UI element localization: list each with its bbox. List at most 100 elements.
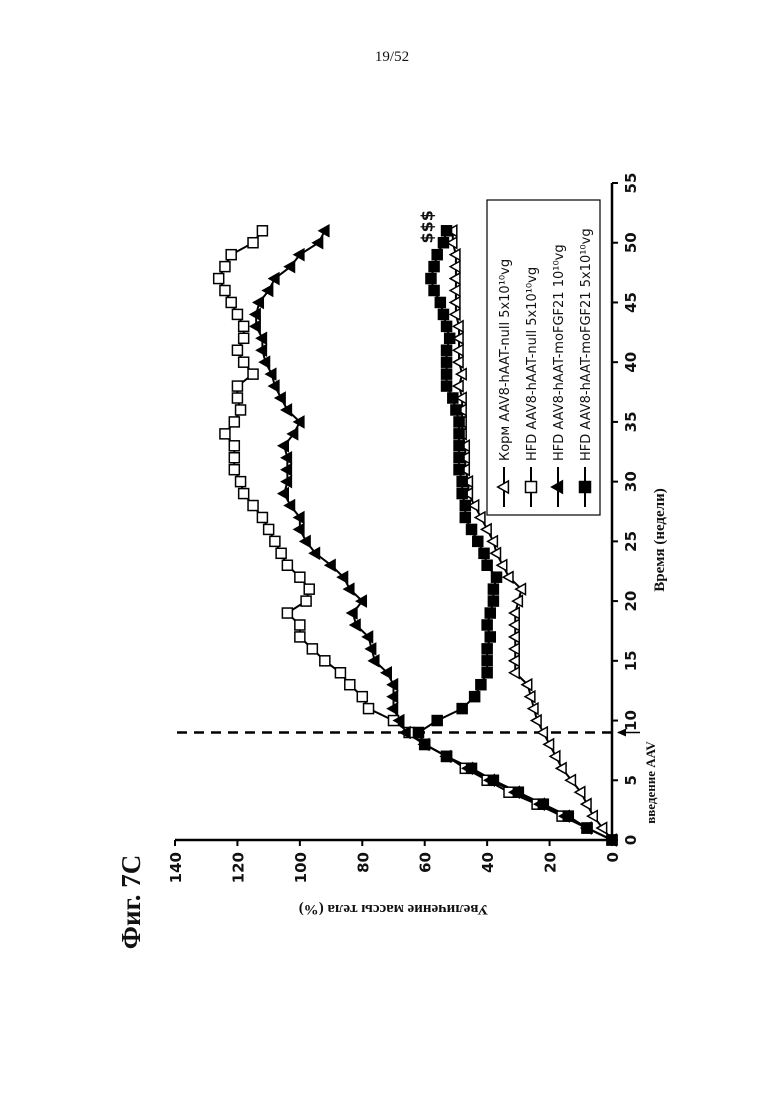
data-point: [467, 763, 477, 773]
data-point: [295, 620, 305, 630]
data-point: [282, 608, 292, 618]
data-point: [269, 273, 279, 284]
document-page: 19/52 Фиг. 7C 02040608010012014005101520…: [0, 0, 780, 1103]
data-point: [236, 405, 246, 415]
data-point: [420, 739, 430, 749]
data-point: [588, 811, 598, 822]
x-tick-label: 40: [622, 352, 640, 373]
data-point: [232, 393, 242, 403]
data-point: [556, 763, 566, 774]
data-point: [335, 668, 345, 678]
data-point: [285, 500, 295, 511]
data-point: [300, 536, 310, 547]
data-point: [482, 620, 492, 630]
data-point: [239, 333, 249, 343]
y-tick-label: 120: [229, 852, 247, 883]
data-point: [319, 225, 329, 236]
data-point: [479, 548, 489, 558]
data-point: [454, 453, 464, 463]
data-point: [413, 727, 423, 737]
data-point: [451, 405, 461, 415]
data-point: [239, 489, 249, 499]
data-point: [295, 632, 305, 642]
data-point: [457, 704, 467, 714]
data-point: [488, 584, 498, 594]
data-point: [442, 369, 452, 379]
data-point: [275, 393, 285, 404]
data-point: [279, 440, 289, 451]
data-point: [226, 297, 236, 307]
y-axis-title: Увеличение массы тела (%): [299, 901, 488, 917]
y-tick-label: 20: [542, 852, 560, 873]
data-point: [442, 357, 452, 367]
data-point: [214, 274, 224, 284]
page-number: 19/52: [375, 49, 409, 65]
x-tick-label: 30: [622, 471, 640, 492]
data-point: [454, 465, 464, 475]
y-tick-label: 60: [417, 852, 435, 873]
data-point: [581, 799, 591, 810]
data-point: [544, 739, 554, 750]
data-point: [229, 441, 239, 451]
legend-label: HFD AAV8-hAAT-null 5x10¹⁰vg: [525, 267, 540, 461]
data-point: [457, 489, 467, 499]
data-point: [364, 704, 374, 714]
data-point: [236, 477, 246, 487]
data-point: [460, 512, 470, 522]
data-point: [438, 238, 448, 248]
data-point: [454, 417, 464, 427]
data-point: [470, 692, 480, 702]
data-point: [257, 512, 267, 522]
data-point: [485, 632, 495, 642]
data-point: [488, 536, 498, 547]
x-tick-label: 15: [622, 650, 640, 671]
data-point: [476, 680, 486, 690]
data-point: [282, 404, 292, 415]
data-point: [538, 727, 548, 738]
injection-label: введение AAV: [643, 741, 658, 824]
data-point: [307, 644, 317, 654]
data-point: [582, 823, 592, 833]
data-point: [442, 751, 452, 761]
data-point: [282, 560, 292, 570]
y-tick-label: 80: [354, 852, 372, 873]
x-tick-label: 5: [622, 775, 640, 785]
data-point: [442, 345, 452, 355]
x-tick-label: 10: [622, 710, 640, 731]
data-point: [220, 262, 230, 272]
x-axis-title: Время (недели): [652, 488, 668, 591]
data-point: [264, 524, 274, 534]
data-point: [257, 226, 267, 236]
legend-marker: [580, 482, 591, 493]
legend-label: Корм AAV8-hAAT-null 5x10¹⁰vg: [498, 259, 513, 461]
data-point: [295, 572, 305, 582]
x-tick-label: 50: [622, 232, 640, 253]
data-point: [248, 369, 258, 379]
data-point: [347, 608, 357, 619]
data-point: [442, 321, 452, 331]
data-point: [457, 477, 467, 487]
data-point: [473, 536, 483, 546]
significance-label: $$$: [418, 210, 437, 243]
data-point: [279, 488, 289, 499]
data-point: [485, 608, 495, 618]
data-point: [482, 644, 492, 654]
data-point: [442, 226, 452, 236]
x-tick-label: 25: [622, 531, 640, 552]
data-point: [538, 799, 548, 809]
data-point: [220, 429, 230, 439]
data-point: [429, 286, 439, 296]
data-point: [357, 692, 367, 702]
rotated-chart: Фиг. 7C 02040608010012014005101520253035…: [116, 173, 668, 950]
legend-label: HFD AAV8-hAAT-moFGF21 10¹⁰vg: [552, 244, 567, 461]
legend-label: HFD AAV8-hAAT-moFGF21 5x10¹⁰vg: [579, 228, 594, 461]
data-point: [232, 381, 242, 391]
x-tick-label: 45: [622, 292, 640, 313]
data-point: [513, 787, 523, 797]
data-point: [344, 584, 354, 595]
data-point: [454, 429, 464, 439]
data-point: [454, 441, 464, 451]
data-point: [229, 453, 239, 463]
data-point: [429, 262, 439, 272]
data-point: [563, 811, 573, 821]
